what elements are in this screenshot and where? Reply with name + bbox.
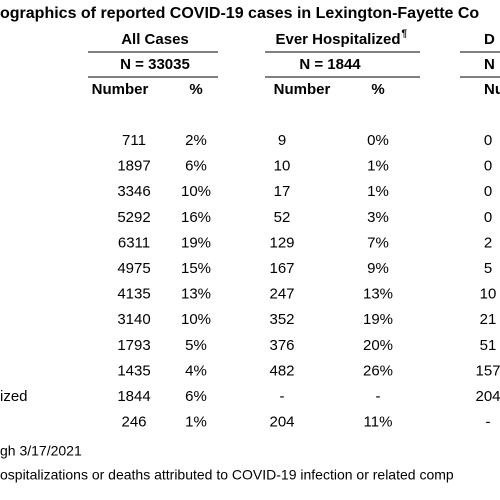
- cell: 1%: [185, 414, 207, 431]
- cell: 1435: [117, 362, 150, 379]
- cell: 129: [269, 234, 294, 251]
- cell: 20%: [363, 337, 393, 354]
- cell: 3%: [367, 209, 389, 226]
- cell: 5292: [117, 209, 150, 226]
- cell: 26%: [363, 362, 393, 379]
- group-n: N: [484, 56, 495, 73]
- cell: 19%: [181, 234, 211, 251]
- cell: 247: [269, 286, 294, 303]
- cell: 15%: [181, 260, 211, 277]
- cell: 3140: [117, 311, 150, 328]
- cell: 6%: [185, 388, 207, 405]
- column-header: %: [189, 81, 202, 98]
- group-n: N = 1844: [299, 56, 361, 73]
- group-header: Ever Hospitalized: [275, 31, 400, 48]
- cell: 4135: [117, 286, 150, 303]
- cell: 4%: [185, 362, 207, 379]
- cell: 0%: [367, 132, 389, 149]
- cell: 6%: [185, 158, 207, 175]
- group-header: D: [484, 31, 495, 48]
- cell: 0: [484, 132, 492, 149]
- cell: 5%: [185, 337, 207, 354]
- group-n: N = 33035: [120, 56, 190, 73]
- column-header: Numb: [484, 81, 500, 98]
- cell: 52: [274, 209, 291, 226]
- cell: 1793: [117, 337, 150, 354]
- cell: 10%: [181, 183, 211, 200]
- cell: -: [486, 414, 491, 431]
- cell: 0: [484, 183, 492, 200]
- group-header: All Cases: [121, 31, 189, 48]
- cell: 10%: [181, 311, 211, 328]
- cell: 204: [475, 388, 500, 405]
- cell: 1%: [367, 158, 389, 175]
- column-header: Number: [92, 81, 149, 98]
- cell: 16%: [181, 209, 211, 226]
- row-label: ized: [0, 388, 28, 405]
- cell: 2%: [185, 132, 207, 149]
- cell: 1897: [117, 158, 150, 175]
- cell: 1%: [367, 183, 389, 200]
- cell: 6311: [118, 234, 150, 251]
- cell: 2: [484, 234, 492, 251]
- cell: 1844: [117, 388, 150, 405]
- cell: 10: [274, 158, 291, 175]
- cell: 7%: [367, 234, 389, 251]
- cell: 0: [484, 209, 492, 226]
- cell: 9: [278, 132, 286, 149]
- cell: 5: [484, 260, 492, 277]
- column-header: Number: [274, 81, 331, 98]
- cell: 51: [480, 337, 497, 354]
- cell: 11%: [364, 414, 393, 431]
- cell: 13%: [363, 286, 393, 303]
- cell: 13%: [181, 286, 211, 303]
- cell: 246: [121, 414, 146, 431]
- cell: -: [280, 388, 285, 405]
- column-header: %: [371, 81, 384, 98]
- cell: -: [376, 388, 381, 405]
- cell: 9%: [367, 260, 389, 277]
- cell: 0: [484, 158, 492, 175]
- cell: 3346: [117, 183, 150, 200]
- cell: 157: [475, 362, 500, 379]
- cell: 352: [269, 311, 294, 328]
- cell: 10: [480, 286, 497, 303]
- footnote: gh 3/17/2021: [0, 443, 82, 459]
- cell: 204: [269, 414, 294, 431]
- cell: 4975: [117, 260, 150, 277]
- cell: 21: [480, 311, 497, 328]
- cell: 17: [274, 183, 291, 200]
- cell: 376: [269, 337, 294, 354]
- table-title: ographics of reported COVID-19 cases in …: [0, 5, 479, 22]
- cell: 19%: [363, 311, 393, 328]
- footnote: ospitalizations or deaths attributed to …: [0, 467, 454, 483]
- footnote-mark: ¶: [402, 29, 408, 40]
- cell: 711: [122, 132, 146, 149]
- cell: 482: [269, 362, 294, 379]
- cell: 167: [269, 260, 294, 277]
